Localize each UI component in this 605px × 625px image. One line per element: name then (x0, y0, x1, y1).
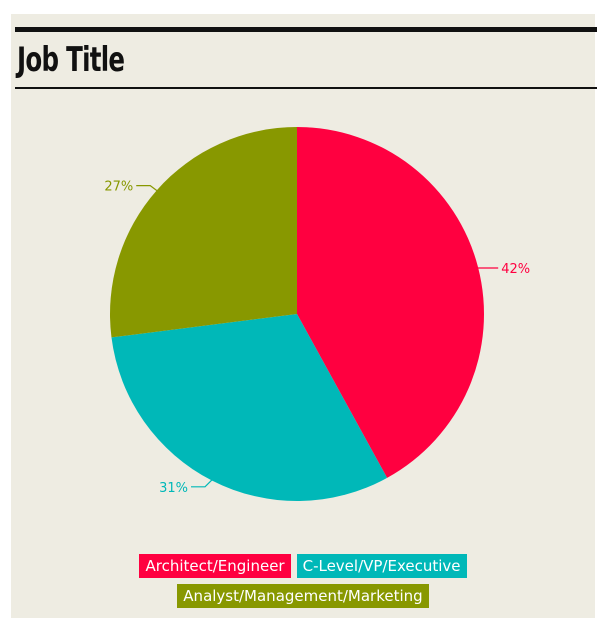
top-rule (15, 27, 597, 32)
pie-slices (109, 127, 485, 502)
legend-item-architect-engineer: Architect/Engineer (139, 554, 291, 578)
chart-panel: Job Title 42% 31% 27% Architect/Engineer C… (11, 14, 597, 618)
legend-row-1: Architect/Engineer C-Level/VP/Executive (11, 554, 595, 578)
legend-item-analyst-management-marketing: Analyst/Management/Marketing (177, 584, 429, 608)
chart-title: Job Title (17, 40, 125, 80)
pie-value-labels: 42% 31% 27% (104, 180, 530, 496)
leader-line-c-level-vp-executive (191, 478, 214, 488)
leader-line-analyst-management-marketing (136, 185, 159, 193)
value-label-analyst-management-marketing: 27% (104, 180, 133, 195)
pie-slice-architect-engineer (297, 127, 485, 478)
pie-slice-c-level-vp-executive (111, 314, 388, 502)
pie-slice-analyst-management-marketing (109, 127, 297, 338)
title-rule (15, 87, 597, 89)
value-label-c-level-vp-executive: 31% (159, 481, 188, 496)
pie-chart: 42% 31% 27% (104, 127, 530, 502)
legend-row-2: Analyst/Management/Marketing (11, 584, 595, 608)
pie-leader-lines (136, 185, 499, 488)
legend-item-c-level-vp-executive: C-Level/VP/Executive (296, 554, 467, 578)
value-label-architect-engineer: 42% (501, 262, 530, 277)
